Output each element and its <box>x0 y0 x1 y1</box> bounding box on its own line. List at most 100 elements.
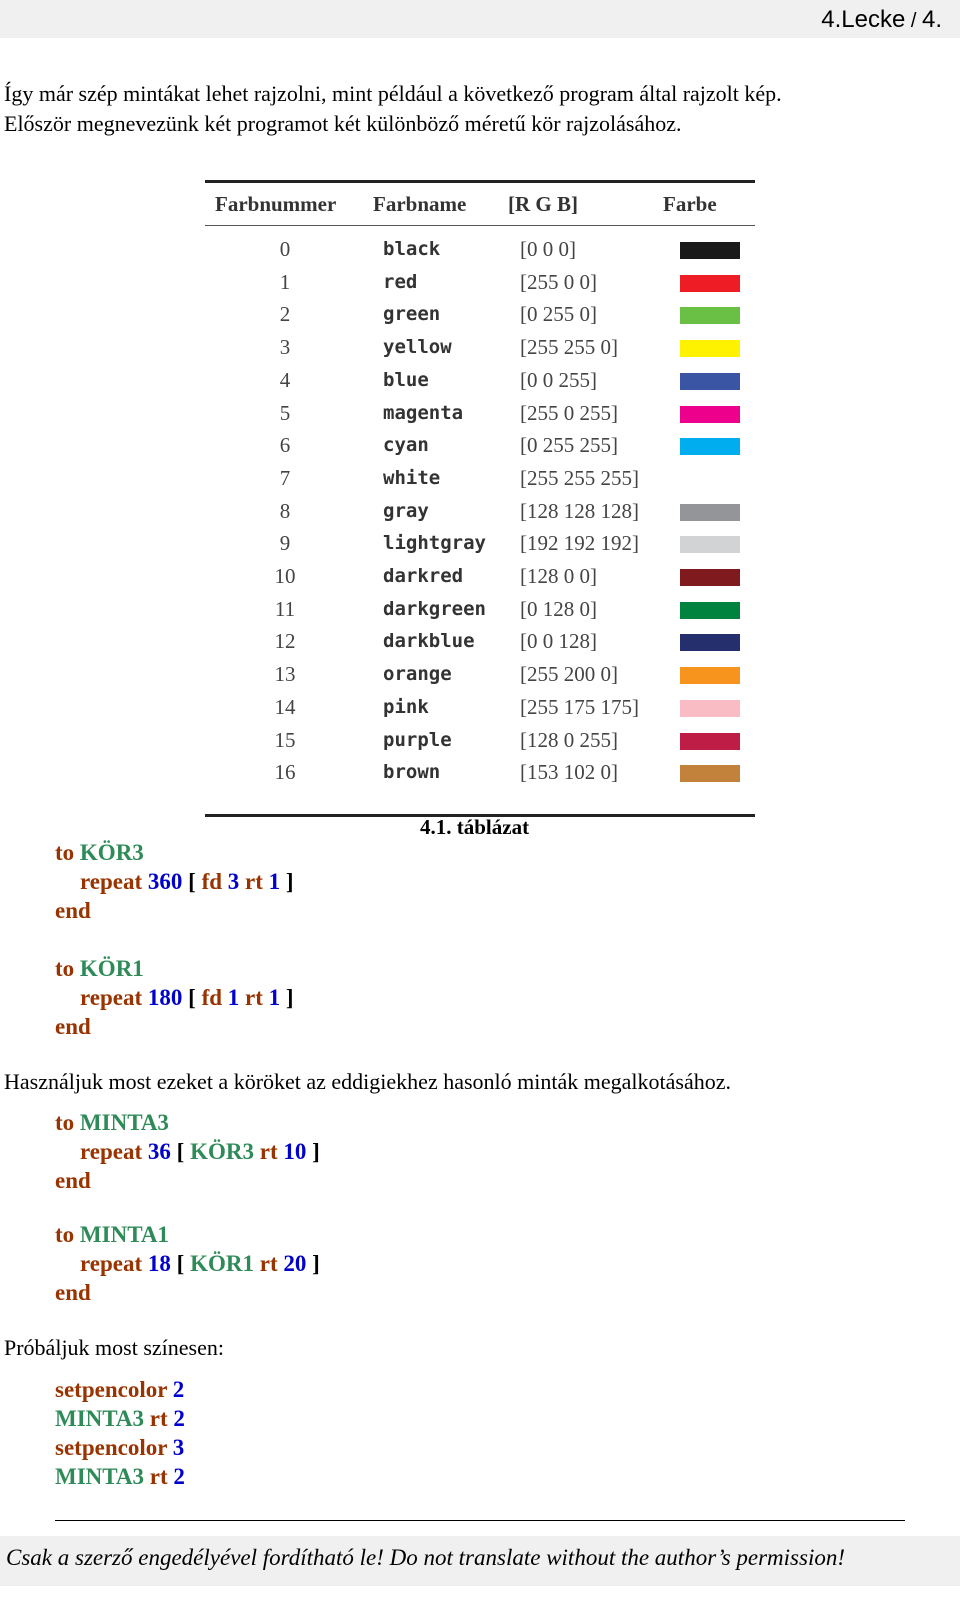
lesson-label: 4.Lecke <box>821 6 906 33</box>
keyword-repeat: repeat <box>80 985 143 1010</box>
keyword-rt: rt <box>259 1251 278 1276</box>
code-block-minta3: to MINTA3 repeat 36 [ KÖR3 rt 10 ] end <box>55 1108 320 1195</box>
keyword-rt: rt <box>259 1139 278 1164</box>
repeat-count: 36 <box>147 1139 171 1164</box>
color-swatch <box>680 405 740 423</box>
open-bracket: [ <box>176 1251 185 1276</box>
color-swatch <box>680 634 740 652</box>
keyword-end: end <box>55 1280 91 1305</box>
footer-divider <box>55 1520 905 1521</box>
color-rgb: [153 102 0] <box>520 760 618 785</box>
color-rgb: [255 0 255] <box>520 400 618 425</box>
header-farbname: Farbname <box>373 192 467 216</box>
color-rgb: [128 128 128] <box>520 498 639 523</box>
color-name: darkred <box>383 565 464 587</box>
procedure-call: KÖR3 <box>190 1139 254 1164</box>
color-name: pink <box>383 695 429 718</box>
table-row: 11 darkgreen [0 128 0] <box>205 593 755 626</box>
keyword-setpencolor: setpencolor <box>55 1377 168 1402</box>
color-name: lightgray <box>383 532 486 555</box>
repeat-count: 180 <box>147 985 183 1010</box>
table-row: 12 darkblue [0 0 128] <box>205 625 755 658</box>
color-name: blue <box>383 368 429 391</box>
header-separator: / <box>905 10 922 32</box>
keyword-to: to <box>55 1110 75 1135</box>
rt-value: 10 <box>283 1139 307 1164</box>
color-rgb: [0 0 0] <box>520 237 576 261</box>
color-number: 0 <box>279 237 291 261</box>
color-swatch <box>680 503 740 521</box>
color-swatch <box>680 438 740 456</box>
color-rgb: [255 0 0] <box>520 269 597 294</box>
color-swatch <box>680 536 740 554</box>
color-name: brown <box>383 761 441 784</box>
color-rgb: [128 0 255] <box>520 727 618 752</box>
keyword-setpencolor: setpencolor <box>55 1435 168 1460</box>
page-header-text: 4.Lecke / 4. <box>821 6 942 34</box>
table-top-rule <box>205 180 755 183</box>
repeat-count: 18 <box>147 1251 171 1276</box>
keyword-to: to <box>55 956 75 981</box>
color-name: purple <box>383 728 452 751</box>
rt-value: 1 <box>268 985 281 1010</box>
code-block-kor1: to KÖR1 repeat 180 [ fd 1 rt 1 ] end <box>55 954 294 1041</box>
keyword-end: end <box>55 898 91 923</box>
color-rgb: [255 175 175] <box>520 694 639 719</box>
intro-line-1: Így már szép mintákat lehet rajzolni, mi… <box>4 81 782 106</box>
page-header <box>0 0 960 38</box>
color-swatch <box>680 470 740 488</box>
color-name: orange <box>383 663 452 686</box>
table-row: 13 orange [255 200 0] <box>205 658 755 691</box>
keyword-to: to <box>55 1222 75 1247</box>
color-name: darkgreen <box>383 597 486 620</box>
code-block-kor3: to KÖR3 repeat 360 [ fd 3 rt 1 ] end <box>55 838 294 925</box>
color-number: 8 <box>279 498 291 523</box>
table-row: 15 purple [128 0 255] <box>205 724 755 757</box>
color-number: 15 <box>274 727 296 752</box>
table-row: 8 gray [128 128 128] <box>205 495 755 528</box>
fd-value: 3 <box>227 869 240 894</box>
table-row: 1 red [255 0 0] <box>205 266 755 299</box>
color-swatch <box>680 340 740 358</box>
color-number: 4 <box>279 367 291 392</box>
table-caption: 4.1. táblázat <box>420 815 530 839</box>
table-bottom-rule <box>205 814 755 817</box>
color-rgb: [0 255 0] <box>520 302 597 327</box>
table-row: 16 brown [153 102 0] <box>205 756 755 789</box>
color-number: 10 <box>274 564 296 588</box>
color-number: 5 <box>279 400 291 425</box>
color-swatch <box>680 667 740 685</box>
color-swatch <box>680 569 740 586</box>
code-block-color: setpencolor 2 MINTA3 rt 2 setpencolor 3 … <box>55 1375 185 1491</box>
color-swatch <box>680 765 740 783</box>
open-bracket: [ <box>176 1139 185 1164</box>
page-number: 4. <box>921 6 942 33</box>
intro-paragraph: Így már szép mintákat lehet rajzolni, mi… <box>4 79 782 139</box>
table-row: 14 pink [255 175 175] <box>205 691 755 724</box>
color-rgb: [0 0 255] <box>520 367 597 392</box>
color-number: 9 <box>279 531 291 556</box>
keyword-rt: rt <box>245 869 263 894</box>
keyword-to: to <box>55 840 75 865</box>
keyword-rt: rt <box>245 985 263 1010</box>
color-number: 6 <box>279 433 291 458</box>
table-row: 5 magenta [255 0 255] <box>205 397 755 430</box>
color-number: 14 <box>274 694 296 719</box>
repeat-count: 360 <box>147 869 183 894</box>
procedure-name: KÖR1 <box>79 956 144 981</box>
procedure-name: MINTA1 <box>79 1222 169 1247</box>
table-row: 7 white [255 255 255] <box>205 462 755 495</box>
color-swatch <box>680 601 740 619</box>
close-bracket: ] <box>285 985 294 1010</box>
keyword-rt: rt <box>149 1464 168 1489</box>
rt-value: 20 <box>283 1251 307 1276</box>
open-bracket: [ <box>188 869 196 894</box>
color-rgb: [255 255 0] <box>520 335 618 360</box>
color-number: 2 <box>279 302 291 327</box>
table-row: 6 cyan [0 255 255] <box>205 429 755 462</box>
header-farbe: Farbe <box>663 192 717 216</box>
color-rgb: [255 200 0] <box>520 662 618 687</box>
header-farbnummer: Farbnummer <box>215 192 337 216</box>
rt-value: 2 <box>173 1464 185 1489</box>
close-bracket: ] <box>312 1251 320 1276</box>
